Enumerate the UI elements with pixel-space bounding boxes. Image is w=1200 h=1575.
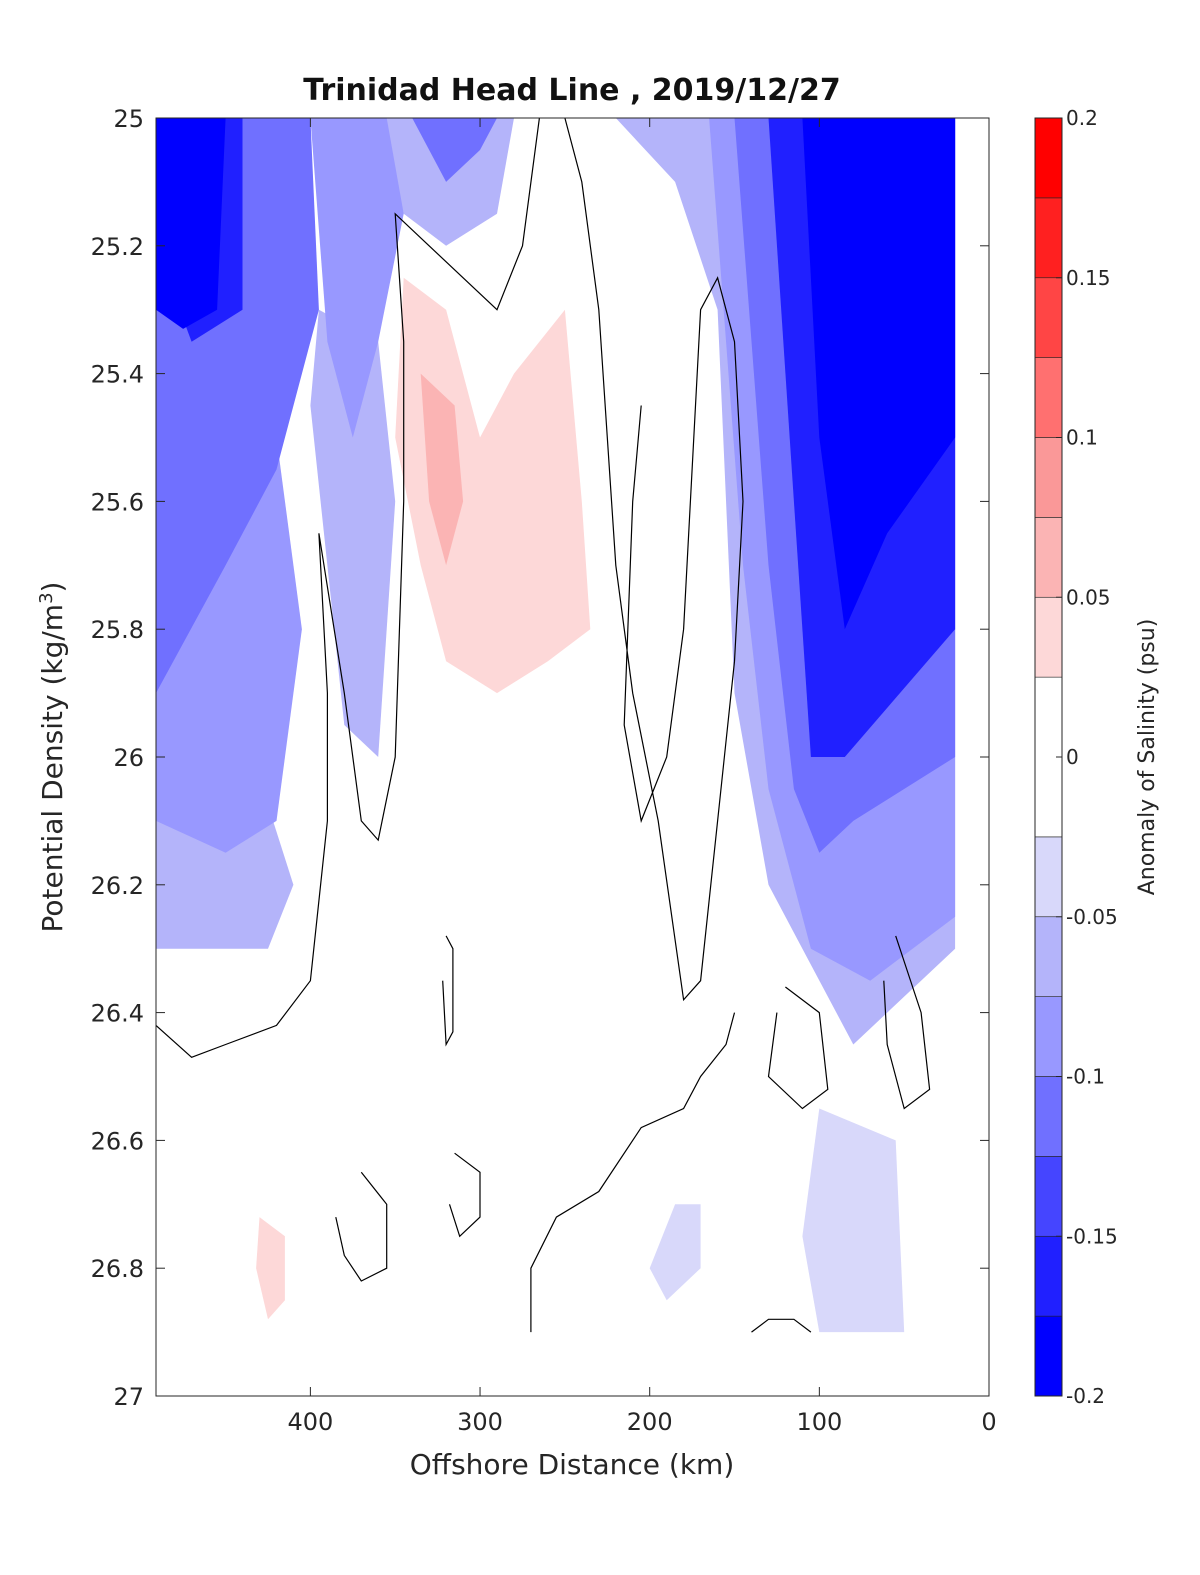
zero-contour-loop-e <box>883 935 931 1110</box>
colorbar-ticks: -0.2 -0.15 -0.1 -0.05 0 0.05 0.1 0.15 0.2 <box>1056 106 1118 1408</box>
x-axis-ticks: 400 300 200 100 0 <box>287 118 997 1436</box>
y-tick-label-26.8: 26.8 <box>91 1255 144 1283</box>
colorbar-tick-label--0.15: -0.15 <box>1066 1224 1118 1248</box>
y-tick-label-25.8: 25.8 <box>91 616 144 644</box>
colorbar-segment-5 <box>1034 916 1063 997</box>
colorbar-tick-label-0: 0 <box>1066 745 1079 769</box>
contour-region-nearshore-core <box>836 213 888 406</box>
y-tick-label-26: 26 <box>113 744 144 772</box>
zero-contour-loop-a <box>335 1171 388 1282</box>
zero-contour-bottom-arc <box>751 1318 812 1333</box>
y-tick-label-26.6: 26.6 <box>91 1127 144 1155</box>
x-tick-label-400: 400 <box>287 1408 333 1436</box>
colorbar-segment-0 <box>1034 1315 1063 1397</box>
colorbar-tick-label-0.15: 0.15 <box>1066 266 1111 290</box>
contour-region-deep-negative-b <box>802 1108 905 1333</box>
colorbar-segment-11 <box>1034 357 1063 438</box>
x-axis-label: Offshore Distance (km) <box>410 1448 735 1481</box>
zero-contour-loop-c <box>442 935 454 1047</box>
colorbar-tick-label--0.2: -0.2 <box>1066 1384 1105 1408</box>
colorbar-segment-1 <box>1034 1235 1063 1317</box>
zero-contour-loop-b <box>448 1152 481 1238</box>
y-tick-label-25.4: 25.4 <box>91 361 144 389</box>
contour-fill-layer <box>156 118 956 1333</box>
colorbar-tick-label-0.1: 0.1 <box>1066 426 1098 450</box>
contour-region-main-positive-core <box>420 373 464 566</box>
colorbar-segment-6 <box>1034 836 1063 918</box>
colorbar-segment-10 <box>1034 437 1063 518</box>
colorbar-tick-label-0.2: 0.2 <box>1066 106 1098 130</box>
colorbar-segment-13 <box>1034 197 1063 279</box>
zero-contour-offshore <box>156 118 540 1058</box>
colorbar-segment-3 <box>1034 1076 1063 1157</box>
y-tick-label-25.2: 25.2 <box>91 233 144 261</box>
colorbar-segment-2 <box>1034 1156 1063 1237</box>
colorbar-segment-9 <box>1034 517 1063 598</box>
colorbar-segments <box>1034 117 1063 1397</box>
x-tick-label-200: 200 <box>627 1408 673 1436</box>
y-tick-label-25: 25 <box>113 105 144 133</box>
contour-region-deep-positive-core <box>256 1217 285 1320</box>
y-tick-label-27: 27 <box>113 1383 144 1411</box>
y-axis-label: Potential Density (kg/m3) <box>36 582 70 933</box>
zero-contour-layer <box>156 118 931 1333</box>
x-tick-label-100: 100 <box>796 1408 842 1436</box>
zero-contour-center <box>564 118 744 1002</box>
x-tick-label-0: 0 <box>981 1408 996 1436</box>
colorbar-segment-12 <box>1034 277 1063 358</box>
contour-region-offshore-negative-strong <box>156 118 226 329</box>
contour-region-deep-negative-a <box>649 1204 701 1301</box>
colorbar-segment-4 <box>1034 996 1063 1077</box>
colorbar-segment-8 <box>1034 596 1063 678</box>
y-axis-label-main: Potential Density (kg/m <box>36 604 69 933</box>
zero-contour-loop-d <box>767 986 829 1110</box>
contour-region-band-x380-negative <box>310 118 404 438</box>
plot-area: 400 300 200 100 0 25 25.2 25.4 25.6 25.8 26 26.2 26… <box>91 105 997 1436</box>
contour-region-deep-positive-a <box>352 948 404 1109</box>
y-tick-label-26.2: 26.2 <box>91 872 144 900</box>
y-tick-label-26.4: 26.4 <box>91 1000 144 1028</box>
y-axis-label-close: ) <box>36 582 69 593</box>
y-axis-ticks: 25 25.2 25.4 25.6 25.8 26 26.2 26.4 26.6 26.8 27 <box>91 105 989 1411</box>
colorbar-tick-label--0.05: -0.05 <box>1066 905 1118 929</box>
colorbar-tick-label-0.05: 0.05 <box>1066 585 1111 609</box>
y-axis-label-superscript: 3 <box>36 592 57 603</box>
colorbar-label: Anomaly of Salinity (psu) <box>1135 619 1160 896</box>
colorbar-tick-label--0.1: -0.1 <box>1066 1065 1105 1089</box>
chart-title: Trinidad Head Line , 2019/12/27 <box>303 73 840 108</box>
x-tick-label-300: 300 <box>457 1408 503 1436</box>
colorbar: -0.2 -0.15 -0.1 -0.05 0 0.05 0.1 0.15 0.2 Anomal… <box>1034 106 1160 1408</box>
contour-region-main-positive-mid <box>395 277 591 694</box>
contour-region-band-x380-faint <box>310 309 396 757</box>
colorbar-segment-14 <box>1034 117 1063 199</box>
y-tick-label-25.6: 25.6 <box>91 488 144 516</box>
zero-contour-deep-line <box>530 1012 736 1333</box>
contour-region-top-center-negative <box>412 118 497 182</box>
